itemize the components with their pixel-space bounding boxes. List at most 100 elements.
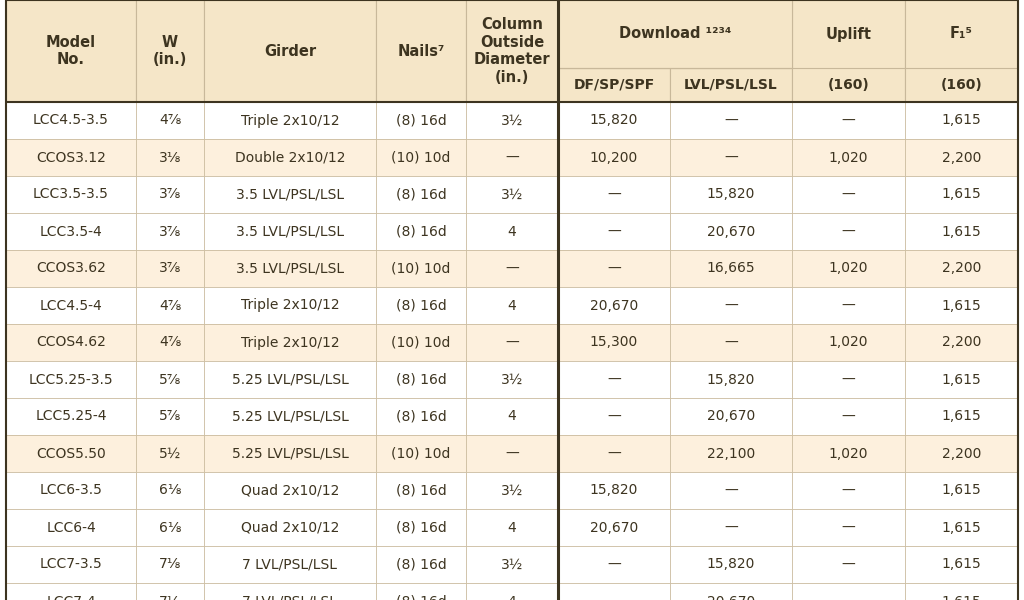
Text: 3.5 LVL/PSL/LSL: 3.5 LVL/PSL/LSL xyxy=(236,187,344,202)
Bar xyxy=(136,287,204,324)
Text: 6⅛: 6⅛ xyxy=(159,484,181,497)
Bar xyxy=(558,361,670,398)
Text: 4⅞: 4⅞ xyxy=(159,298,181,313)
Bar xyxy=(558,250,670,287)
Text: —: — xyxy=(607,262,621,275)
Text: Column
Outside
Diameter
(in.): Column Outside Diameter (in.) xyxy=(474,17,550,85)
Text: (10) 10d: (10) 10d xyxy=(391,151,451,164)
Text: —: — xyxy=(842,520,855,535)
Text: 3.5 LVL/PSL/LSL: 3.5 LVL/PSL/LSL xyxy=(236,224,344,238)
Bar xyxy=(204,435,376,472)
Text: —: — xyxy=(607,446,621,461)
Bar xyxy=(204,0,376,102)
Bar xyxy=(558,68,670,102)
Bar xyxy=(558,583,670,600)
Bar xyxy=(6,213,136,250)
Text: (10) 10d: (10) 10d xyxy=(391,446,451,461)
Bar xyxy=(466,324,558,361)
Text: (10) 10d: (10) 10d xyxy=(391,335,451,349)
Text: 1,020: 1,020 xyxy=(828,335,868,349)
Text: 4: 4 xyxy=(508,595,516,600)
Bar xyxy=(466,472,558,509)
Bar xyxy=(6,324,136,361)
Text: —: — xyxy=(505,151,519,164)
Bar xyxy=(670,509,792,546)
Bar xyxy=(670,361,792,398)
Bar xyxy=(466,583,558,600)
Text: 4⅞: 4⅞ xyxy=(159,335,181,349)
Bar xyxy=(792,435,905,472)
Text: CCOS3.62: CCOS3.62 xyxy=(36,262,105,275)
Text: 5⅞: 5⅞ xyxy=(159,373,181,386)
Text: 15,300: 15,300 xyxy=(590,335,638,349)
Text: —: — xyxy=(842,298,855,313)
Text: 1,615: 1,615 xyxy=(942,113,981,127)
Bar xyxy=(204,139,376,176)
Text: 4: 4 xyxy=(508,520,516,535)
Bar xyxy=(204,472,376,509)
Text: (8) 16d: (8) 16d xyxy=(395,557,446,571)
Text: 15,820: 15,820 xyxy=(707,373,755,386)
Text: 4⅞: 4⅞ xyxy=(159,113,181,127)
Bar xyxy=(136,583,204,600)
Text: —: — xyxy=(842,113,855,127)
Bar xyxy=(466,546,558,583)
Bar xyxy=(376,250,466,287)
Bar xyxy=(792,398,905,435)
Bar xyxy=(905,0,1018,102)
Bar xyxy=(670,213,792,250)
Text: —: — xyxy=(607,224,621,238)
Text: (8) 16d: (8) 16d xyxy=(395,373,446,386)
Text: 2,200: 2,200 xyxy=(942,446,981,461)
Text: LCC7-3.5: LCC7-3.5 xyxy=(40,557,102,571)
Text: 4: 4 xyxy=(508,298,516,313)
Bar xyxy=(670,0,792,68)
Text: 4: 4 xyxy=(508,409,516,424)
Bar xyxy=(136,139,204,176)
Bar xyxy=(905,102,1018,139)
Bar xyxy=(376,287,466,324)
Bar xyxy=(670,176,792,213)
Text: (8) 16d: (8) 16d xyxy=(395,113,446,127)
Text: 4: 4 xyxy=(508,224,516,238)
Bar xyxy=(136,398,204,435)
Text: 15,820: 15,820 xyxy=(590,484,638,497)
Text: (8) 16d: (8) 16d xyxy=(395,595,446,600)
Text: —: — xyxy=(724,335,738,349)
Text: 20,670: 20,670 xyxy=(707,595,755,600)
Bar xyxy=(670,472,792,509)
Bar xyxy=(136,435,204,472)
Bar xyxy=(905,250,1018,287)
Text: (8) 16d: (8) 16d xyxy=(395,484,446,497)
Text: Nails⁷: Nails⁷ xyxy=(397,43,444,58)
Text: 5.25 LVL/PSL/LSL: 5.25 LVL/PSL/LSL xyxy=(231,409,348,424)
Text: 3½: 3½ xyxy=(501,113,523,127)
Bar xyxy=(466,361,558,398)
Text: —: — xyxy=(607,409,621,424)
Bar xyxy=(376,324,466,361)
Bar xyxy=(376,472,466,509)
Bar xyxy=(558,176,670,213)
Bar xyxy=(466,250,558,287)
Bar xyxy=(6,102,136,139)
Text: —: — xyxy=(505,262,519,275)
Bar xyxy=(792,472,905,509)
Bar xyxy=(136,250,204,287)
Text: (160): (160) xyxy=(827,78,869,92)
Text: 3⅛: 3⅛ xyxy=(159,151,181,164)
Text: 15,820: 15,820 xyxy=(590,113,638,127)
Text: 1,615: 1,615 xyxy=(942,373,981,386)
Text: —: — xyxy=(724,484,738,497)
Text: CCOS3.12: CCOS3.12 xyxy=(36,151,105,164)
Bar xyxy=(204,546,376,583)
Text: 5.25 LVL/PSL/LSL: 5.25 LVL/PSL/LSL xyxy=(231,446,348,461)
Text: 1,615: 1,615 xyxy=(942,187,981,202)
Text: Uplift: Uplift xyxy=(825,26,871,41)
Text: —: — xyxy=(842,187,855,202)
Text: —: — xyxy=(607,595,621,600)
Text: 1,615: 1,615 xyxy=(942,298,981,313)
Text: 15,820: 15,820 xyxy=(707,187,755,202)
Bar xyxy=(6,583,136,600)
Bar xyxy=(792,102,905,139)
Bar xyxy=(204,213,376,250)
